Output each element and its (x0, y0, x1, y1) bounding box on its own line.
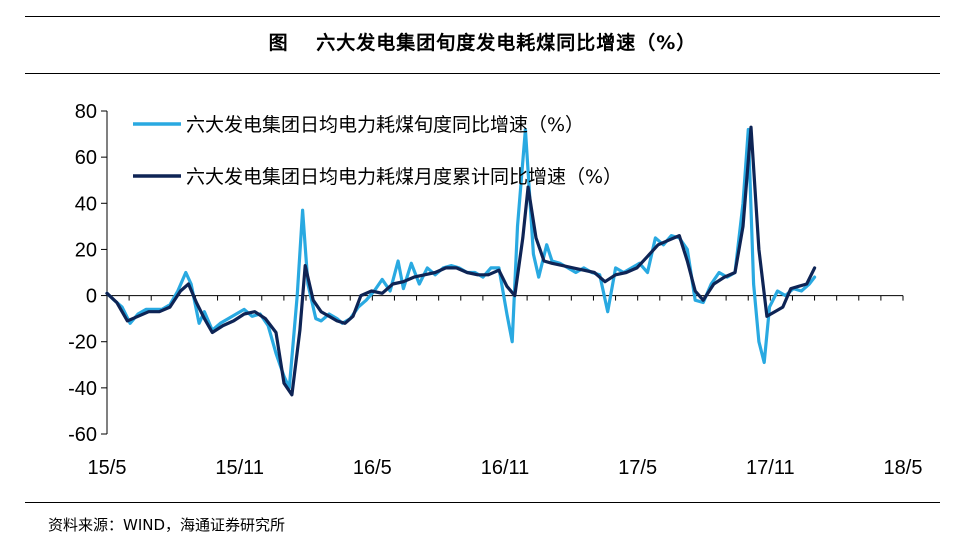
x-tick-label: 18/5 (884, 457, 923, 479)
y-tick-label: -20 (68, 332, 97, 354)
title-underline (25, 73, 940, 74)
y-tick-label: 60 (75, 147, 97, 169)
legend-label-1: 六大发电集团日均电力耗煤旬度同比增速（%） (186, 114, 584, 136)
bottom-rule (25, 502, 940, 503)
x-tick-label: 17/11 (746, 457, 795, 479)
legend-label-2: 六大发电集团日均电力耗煤月度累计同比增速（%） (186, 166, 622, 188)
chart-axes (101, 110, 904, 435)
x-tick-label: 15/5 (88, 457, 127, 479)
x-tick-label: 17/5 (618, 457, 657, 479)
x-tick-label: 15/11 (215, 457, 264, 479)
series-line-2 (105, 125, 817, 397)
y-tick-label: -60 (68, 424, 97, 446)
source-note: 资料来源：WIND，海通证券研究所 (48, 516, 286, 534)
y-tick-label: 40 (75, 193, 97, 215)
series-lines (105, 125, 817, 397)
y-tick-label: 0 (86, 286, 97, 308)
chart-legend: 六大发电集团日均电力耗煤旬度同比增速（%） 六大发电集团日均电力耗煤月度累计同比增… (133, 114, 622, 188)
y-tick-labels: 80 60 40 20 0 -20 -40 -60 (68, 101, 97, 446)
y-tick-label: -40 (68, 378, 97, 400)
line-chart: 80 60 40 20 0 -20 -40 -60 15/5 15/11 16/5 16/11 17/… (68, 101, 923, 479)
chart-title: 图 六大发电集团旬度发电耗煤同比增速（%） (268, 32, 697, 54)
x-tick-label: 16/5 (353, 457, 392, 479)
x-tick-label: 16/11 (481, 457, 530, 479)
top-rule (25, 16, 940, 17)
y-tick-label: 80 (75, 101, 97, 123)
x-tick-labels: 15/5 15/11 16/5 16/11 17/5 17/11 18/5 (88, 457, 923, 479)
y-tick-label: 20 (75, 239, 97, 261)
